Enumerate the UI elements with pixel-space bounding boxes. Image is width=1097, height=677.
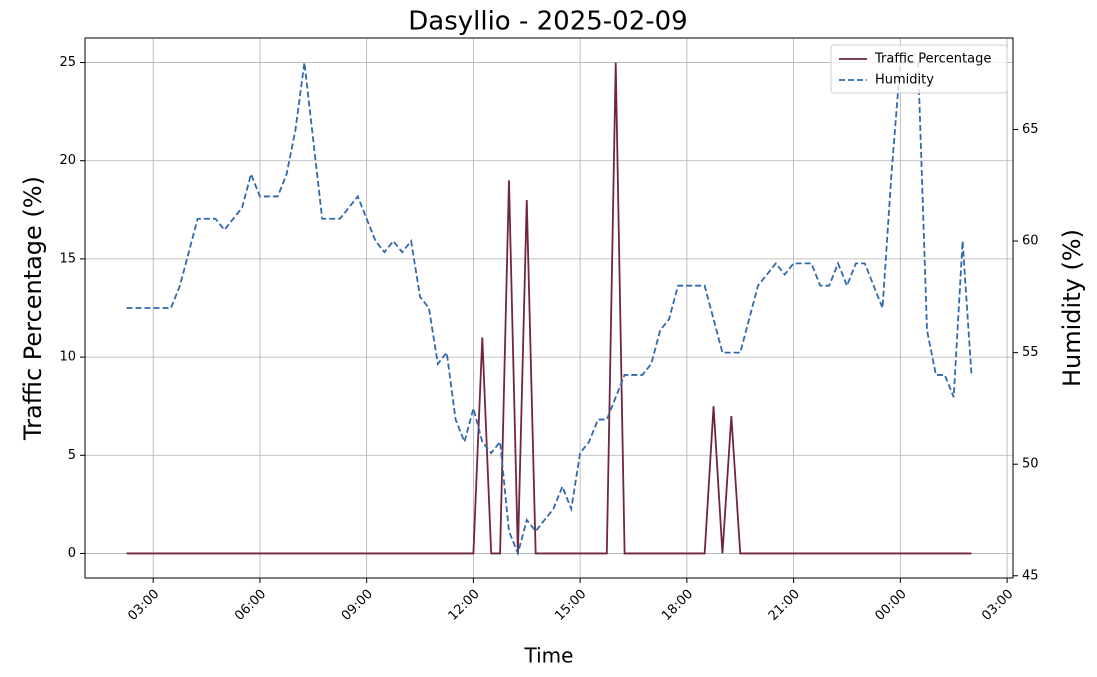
legend-label: Humidity <box>875 73 934 88</box>
legend: Traffic Percentage Humidity <box>830 44 1008 94</box>
series-line <box>126 61 973 557</box>
y2-axis-label: Humidity (%) <box>1058 229 1086 387</box>
y-tick-label: 10 <box>59 350 76 365</box>
y-tick-label: 0 <box>68 546 76 561</box>
legend-label: Traffic Percentage <box>874 52 991 67</box>
y-axis-label: Traffic Percentage (%) <box>19 176 47 441</box>
y-tick-label: 15 <box>59 251 76 266</box>
legend-box <box>830 44 1008 94</box>
y2-tick-label: 60 <box>1022 234 1039 249</box>
y-tick-label: 20 <box>59 153 76 168</box>
y2-tick-label: 55 <box>1022 345 1039 360</box>
y-tick-label: 5 <box>68 448 76 463</box>
x-axis-label: Time <box>524 644 574 668</box>
plot-frame <box>84 37 1014 579</box>
y2-tick-label: 50 <box>1022 457 1039 472</box>
y2-tick-label: 45 <box>1022 568 1039 583</box>
series-line <box>126 62 972 555</box>
y-tick-label: 25 <box>59 55 76 70</box>
y2-tick-label: 65 <box>1022 122 1039 137</box>
chart-title: Dasyllio - 2025-02-09 <box>408 7 687 37</box>
